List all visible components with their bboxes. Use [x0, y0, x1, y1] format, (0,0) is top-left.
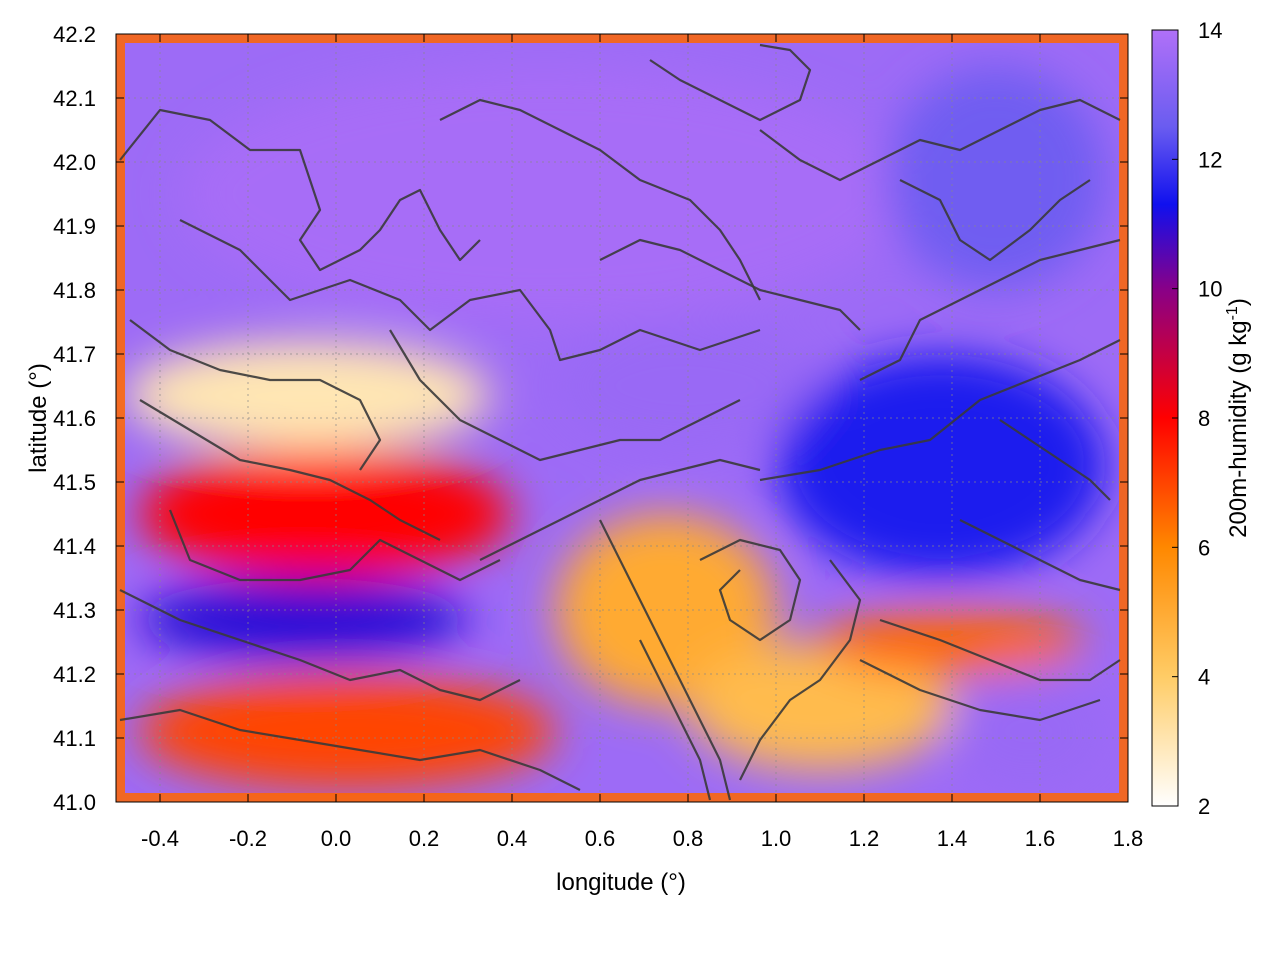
contour-line: [899, 179, 1091, 262]
x-tick-label: 0.4: [497, 826, 528, 851]
y-tick-label: 42.0: [53, 150, 96, 175]
contour-line: [119, 589, 521, 702]
contour-line: [999, 419, 1111, 501]
contour-line: [479, 458, 761, 561]
x-tick-label: 0.8: [673, 826, 704, 851]
field-region: [182, 66, 908, 322]
y-tick-label: 41.6: [53, 406, 96, 431]
contour-line: [389, 329, 741, 462]
field-region: [952, 674, 1106, 790]
contour-line: [699, 538, 802, 642]
y-tick-label: 41.8: [53, 278, 96, 303]
y-tick-label: 41.9: [53, 214, 96, 239]
x-tick-label: 0.0: [321, 826, 352, 851]
y-axis-label: latitude (°): [25, 363, 52, 473]
colorbar-tick-label: 8: [1198, 406, 1210, 431]
contour-line: [119, 708, 581, 791]
x-tick-label: 1.2: [849, 826, 880, 851]
x-tick-label: -0.4: [141, 826, 179, 851]
contour-lines: [119, 43, 1121, 801]
contour-line: [139, 399, 441, 541]
field-region: [776, 354, 1106, 578]
contour-line: [859, 238, 1121, 381]
field-region: [138, 578, 468, 662]
contour-line: [599, 519, 732, 801]
x-tick-label: 1.8: [1113, 826, 1144, 851]
field-region: [138, 450, 512, 578]
y-tick-label: 41.0: [53, 790, 96, 815]
x-axis: -0.4 -0.2 0.0 0.2 0.4 0.6 0.8 1.0 1.2 1.4 1.6 1.8: [141, 34, 1143, 851]
colorbar-tick-label: 2: [1198, 794, 1210, 819]
field-region: [886, 66, 1106, 290]
colorbar-tick-label: 12: [1198, 147, 1222, 172]
field-region: [556, 514, 776, 706]
contour-line: [759, 339, 1121, 482]
x-tick-label: 1.6: [1025, 826, 1056, 851]
contour-line: [739, 559, 862, 781]
colorbar-tick-label: 4: [1198, 665, 1210, 690]
field-region: [138, 674, 556, 790]
y-tick-label: 41.3: [53, 598, 96, 623]
colorbar: 2 4 6 8 10 12 14: [1151, 18, 1222, 819]
y-tick-label: 41.4: [53, 534, 96, 559]
contour-line: [759, 98, 1121, 182]
x-tick-label: 1.4: [937, 826, 968, 851]
y-tick-label: 42.1: [53, 86, 96, 111]
contour-line: [129, 319, 382, 471]
y-tick-label: 42.2: [53, 22, 96, 47]
colorbar-label: 200m-humidity (g kg-1): [1224, 298, 1252, 538]
y-tick-label: 41.7: [53, 342, 96, 367]
colorbar-label-main: 200m-humidity (g kg: [1225, 320, 1252, 537]
contour-line: [179, 219, 761, 362]
contour-line: [439, 98, 761, 301]
contour-line: [959, 519, 1121, 592]
contour-line: [879, 618, 1121, 682]
y-tick-label: 41.1: [53, 726, 96, 751]
colorbar-tick-label: 10: [1198, 277, 1222, 302]
colorbar-label-suffix: ): [1225, 298, 1252, 306]
x-tick-label: 1.0: [761, 826, 792, 851]
colorbar-tick-label: 6: [1198, 535, 1210, 560]
x-axis-label: longitude (°): [556, 869, 686, 896]
y-axis: 41.0 41.1 41.2 41.3 41.4 41.5 41.6 41.7 41.8 41.9…: [53, 22, 1128, 815]
colorbar-tick-label: 14: [1198, 18, 1222, 43]
y-tick-label: 41.2: [53, 662, 96, 687]
x-tick-label: 0.2: [409, 826, 440, 851]
contour-line: [859, 659, 1101, 722]
x-tick-label: -0.2: [229, 826, 267, 851]
contour-line: [639, 639, 712, 801]
contour-line: [119, 108, 481, 272]
contour-line: [599, 238, 861, 331]
contour-line: [168, 509, 501, 582]
x-tick-label: 0.6: [585, 826, 616, 851]
colorbar-label-exponent: -1: [1224, 306, 1241, 320]
contour-line: [649, 43, 812, 122]
y-tick-label: 41.5: [53, 470, 96, 495]
grid-lines: [116, 34, 1128, 802]
